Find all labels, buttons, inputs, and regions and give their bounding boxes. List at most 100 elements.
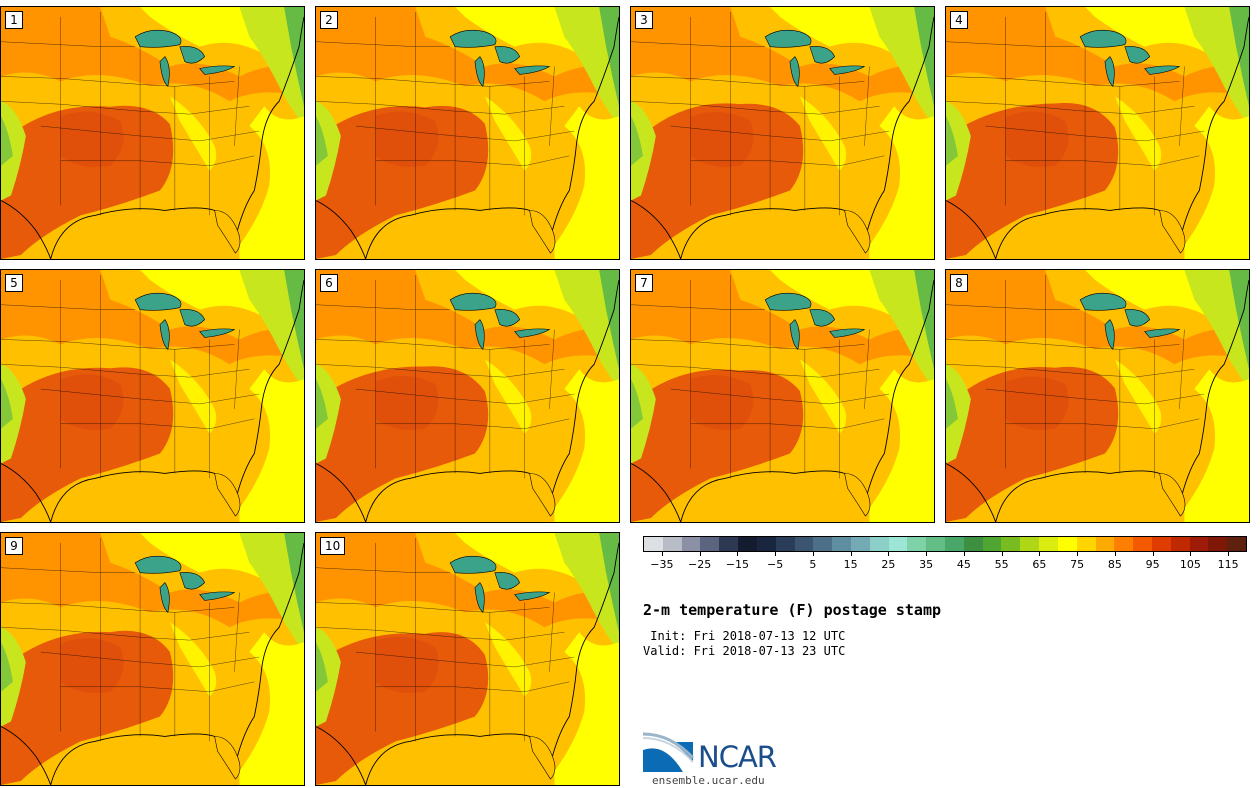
colorbar-swatch xyxy=(1208,537,1228,551)
colorbar-swatch xyxy=(794,537,814,551)
colorbar-swatch xyxy=(869,537,889,551)
panel-number: 1 xyxy=(5,11,23,29)
colorbar-tick xyxy=(850,552,852,556)
panel-number: 10 xyxy=(320,537,346,555)
colorbar-tick-label: 15 xyxy=(843,558,858,571)
colorbar-swatch xyxy=(1095,537,1115,551)
colorbar-swatch xyxy=(738,537,757,551)
temperature-map xyxy=(946,7,1249,259)
colorbar-tick-label: 65 xyxy=(1032,558,1047,571)
temperature-map xyxy=(1,7,304,259)
map-panel-8[interactable]: 8 xyxy=(945,269,1250,523)
colorbar-tick xyxy=(1039,552,1041,556)
colorbar-tick-label: −5 xyxy=(767,558,784,571)
temperature-map xyxy=(631,270,934,522)
panel-number: 6 xyxy=(320,274,338,292)
colorbar-swatch xyxy=(1114,537,1134,551)
colorbar-swatch xyxy=(1227,537,1246,551)
colorbar-swatch xyxy=(1039,537,1058,551)
colorbar-swatch xyxy=(681,537,701,551)
colorbar-swatch xyxy=(982,537,1002,551)
colorbar-tick xyxy=(1001,552,1003,556)
map-panel-6[interactable]: 6 xyxy=(315,269,620,523)
colorbar-swatch xyxy=(644,537,663,551)
colorbar-swatch xyxy=(888,537,908,551)
colorbar-swatch xyxy=(963,537,983,551)
colorbar-tick xyxy=(1190,552,1192,556)
map-panel-3[interactable]: 3 xyxy=(630,6,935,260)
colorbar-swatch xyxy=(926,537,945,551)
colorbar-tick-label: 5 xyxy=(809,558,817,571)
panel-number: 2 xyxy=(320,11,338,29)
colorbar-tick-label: 105 xyxy=(1179,558,1201,571)
panel-number: 5 xyxy=(5,274,23,292)
logo-text: NCAR xyxy=(698,740,777,774)
map-panel-9[interactable]: 9 xyxy=(0,532,305,786)
colorbar-tick-label: 45 xyxy=(956,558,971,571)
colorbar-ticks: −35 −25 −15 −5 5 15 25 35 45 55 65 75 85 95 105 115 xyxy=(643,552,1247,572)
temperature-colorbar xyxy=(643,536,1247,552)
panel-number: 4 xyxy=(950,11,968,29)
colorbar-swatch xyxy=(1151,537,1171,551)
colorbar-tick xyxy=(1152,552,1154,556)
colorbar-tick xyxy=(963,552,965,556)
colorbar-tick-label: −15 xyxy=(725,558,749,571)
panel-number: 7 xyxy=(635,274,653,292)
valid-time: Valid: Fri 2018-07-13 23 UTC xyxy=(643,644,846,658)
colorbar-tick-label: −35 xyxy=(650,558,674,571)
panel-number: 8 xyxy=(950,274,968,292)
colorbar-swatch xyxy=(700,537,720,551)
site-url[interactable]: ensemble.ucar.edu xyxy=(652,774,765,787)
colorbar-swatch xyxy=(756,537,776,551)
colorbar-swatch xyxy=(1076,537,1096,551)
temperature-map xyxy=(946,270,1249,522)
map-panel-10[interactable]: 10 xyxy=(315,532,620,786)
colorbar-swatch xyxy=(719,537,739,551)
colorbar-swatch xyxy=(775,537,795,551)
map-panel-2[interactable]: 2 xyxy=(315,6,620,260)
colorbar-tick-label: 85 xyxy=(1107,558,1122,571)
colorbar-tick xyxy=(775,552,777,556)
colorbar-tick-label: 25 xyxy=(881,558,896,571)
map-panel-7[interactable]: 7 xyxy=(630,269,935,523)
colorbar-tick-label: −25 xyxy=(688,558,712,571)
chart-title: 2-m temperature (F) postage stamp xyxy=(643,601,942,619)
colorbar-swatch xyxy=(945,537,964,551)
colorbar-tick xyxy=(812,552,814,556)
map-panel-5[interactable]: 5 xyxy=(0,269,305,523)
colorbar-swatch xyxy=(1057,537,1077,551)
colorbar-swatch xyxy=(1001,537,1021,551)
colorbar-tick xyxy=(699,552,701,556)
colorbar-swatch xyxy=(662,537,682,551)
temperature-map xyxy=(316,270,619,522)
temperature-map xyxy=(316,7,619,259)
colorbar-tick-label: 55 xyxy=(994,558,1009,571)
colorbar-tick xyxy=(926,552,928,556)
map-panel-1[interactable]: 1 xyxy=(0,6,305,260)
colorbar-tick xyxy=(1077,552,1079,556)
temperature-map xyxy=(1,270,304,522)
colorbar-tick xyxy=(661,552,663,556)
colorbar-tick-label: 75 xyxy=(1070,558,1085,571)
temperature-map xyxy=(316,533,619,785)
colorbar-tick-label: 35 xyxy=(919,558,934,571)
colorbar-swatch xyxy=(1189,537,1209,551)
ncar-logo-icon[interactable] xyxy=(643,732,793,774)
panel-number: 9 xyxy=(5,537,23,555)
colorbar-swatch xyxy=(1020,537,1040,551)
colorbar-swatch xyxy=(832,537,851,551)
temperature-map xyxy=(1,533,304,785)
init-time: Init: Fri 2018-07-13 12 UTC xyxy=(643,629,846,643)
panel-number: 3 xyxy=(635,11,653,29)
map-panel-4[interactable]: 4 xyxy=(945,6,1250,260)
colorbar-swatch xyxy=(1133,537,1152,551)
colorbar-tick xyxy=(888,552,890,556)
colorbar-swatch xyxy=(813,537,833,551)
colorbar-tick-label: 95 xyxy=(1145,558,1160,571)
colorbar-tick xyxy=(737,552,739,556)
colorbar-tick xyxy=(1114,552,1116,556)
colorbar-swatch xyxy=(850,537,870,551)
colorbar-swatch xyxy=(1170,537,1190,551)
temperature-map xyxy=(631,7,934,259)
colorbar-tick-label: 115 xyxy=(1217,558,1239,571)
